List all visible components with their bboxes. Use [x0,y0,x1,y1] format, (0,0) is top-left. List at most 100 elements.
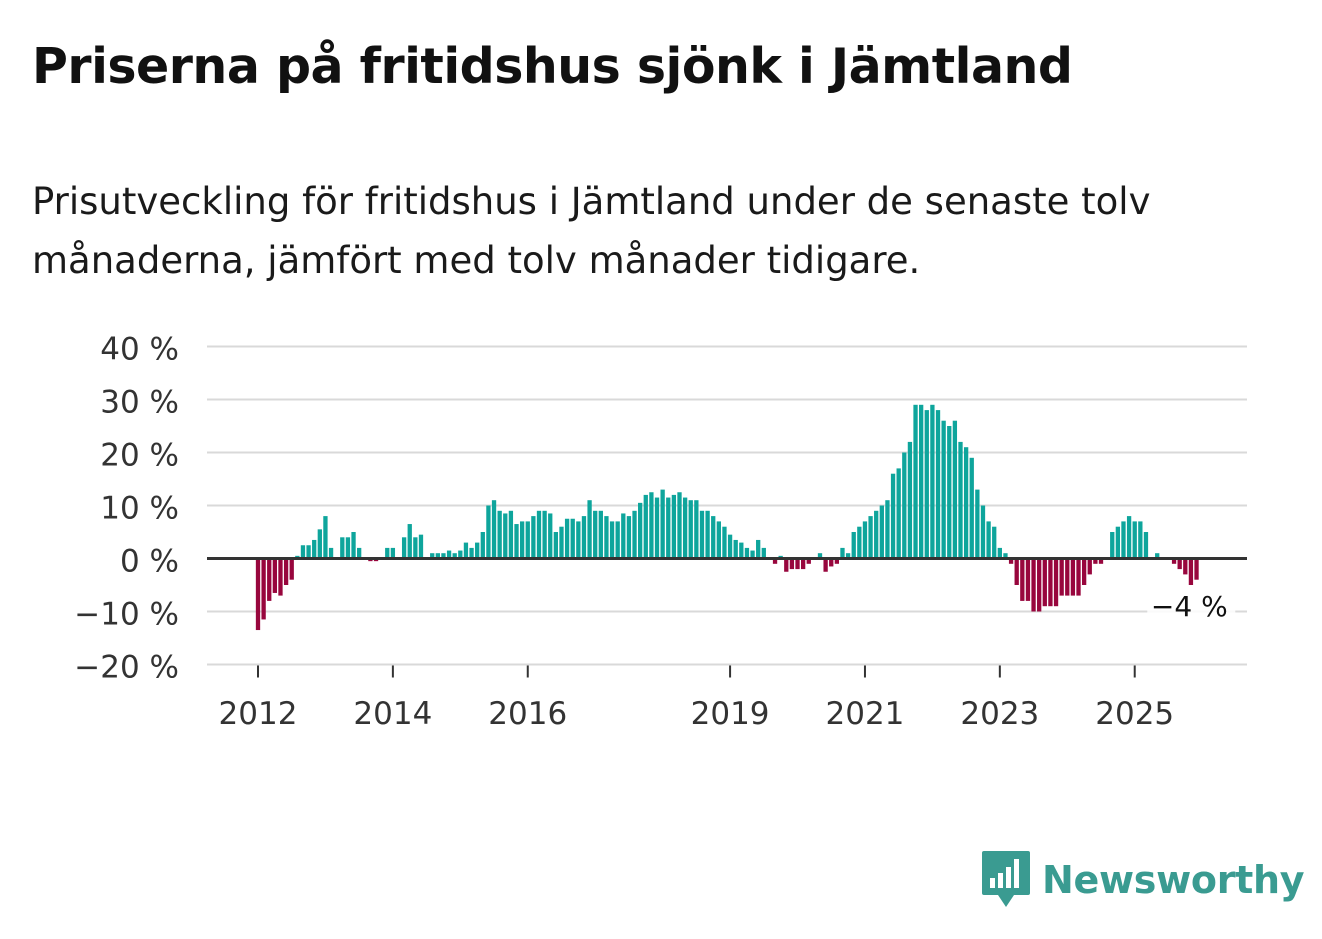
y-tick-label: 20 % [100,438,179,474]
bar [885,500,890,559]
bar [503,513,508,559]
bar [300,545,306,559]
bar [756,539,761,559]
bar [840,547,845,559]
bar [857,526,862,559]
bar [452,553,457,559]
annotation-label: −4 % [1151,590,1228,623]
bar [255,558,261,631]
bar [283,558,289,585]
bar [868,516,873,559]
bar [682,497,688,559]
bar [604,516,609,559]
bar [413,537,418,559]
bar-chart: 40 %30 %20 %10 %0 %−10 %−20 % 2012 2014 20… [74,332,1247,732]
bar [992,526,997,559]
bar [1177,558,1182,570]
bar [879,505,884,559]
bar [536,510,542,559]
bar [430,553,435,559]
bar [739,542,744,559]
bar [508,510,514,559]
bar [649,492,654,559]
bar [418,534,424,559]
bar [1037,558,1042,612]
x-tick-label: 2014 [353,696,432,732]
bar [907,441,913,559]
bar [845,553,851,559]
bar [531,516,536,559]
bar [733,539,738,559]
bar [351,532,356,559]
annotation-background [1147,590,1236,624]
bar [1121,521,1126,559]
bar [829,558,834,567]
bar [823,558,828,572]
bar [486,505,491,559]
bar [491,500,497,559]
bar [446,550,452,559]
bar [677,492,682,559]
bar-chart-speech-icon [982,851,1030,907]
bar [660,489,665,559]
bar [1003,553,1008,559]
bar [1132,521,1137,559]
bar [666,497,671,559]
bar [626,516,632,559]
bar [576,521,581,559]
newsworthy-logo[interactable]: Newsworthy [980,848,1305,912]
chart-title: Priserna på fritidshus sjönk i Jämtland [32,38,1073,95]
bar [789,558,795,570]
bar [553,532,559,559]
bar [1053,558,1059,607]
bar [699,510,705,559]
bar [874,510,879,559]
bar [694,500,699,559]
bar [1110,532,1115,559]
bar [357,547,362,559]
y-tick-label: 40 % [100,332,179,368]
bar [340,537,345,559]
bar [941,420,946,559]
bar [1065,558,1070,596]
bar [1042,558,1047,607]
x-tick-label: 2012 [219,696,298,732]
bar [643,494,648,559]
bar [272,558,278,593]
bar [390,547,396,559]
bar [952,420,958,559]
bar [1025,558,1031,601]
bar [564,518,570,559]
bar [1115,526,1121,559]
bar [1194,558,1199,580]
bar [1014,558,1019,585]
bar [986,521,991,559]
bar [919,404,924,559]
bar [1155,553,1160,559]
bar [1183,558,1188,575]
bar [1171,558,1177,564]
bar [519,521,525,559]
bar [435,553,440,559]
bar [475,542,480,559]
bar [581,516,587,559]
chart-subtitle: Prisutveckling för fritidshus i Jämtland… [32,180,1151,282]
bar [261,558,266,620]
bar [1048,558,1053,607]
bar [497,510,502,559]
bar [761,547,766,559]
bar [587,500,592,559]
bar [1020,558,1025,601]
bar [947,426,952,559]
bar [969,457,974,559]
bar [784,558,789,572]
y-axis-labels: 40 % 30 % 20 % 10 % 0 % −10 % −20 % [74,332,179,686]
y-tick-label: −20 % [74,650,179,686]
bar [1008,558,1014,564]
y-tick-label: 10 % [100,491,179,527]
bar [851,532,856,559]
bar [1087,558,1092,575]
bar [806,558,811,564]
bar [930,404,935,559]
bar [317,529,322,559]
